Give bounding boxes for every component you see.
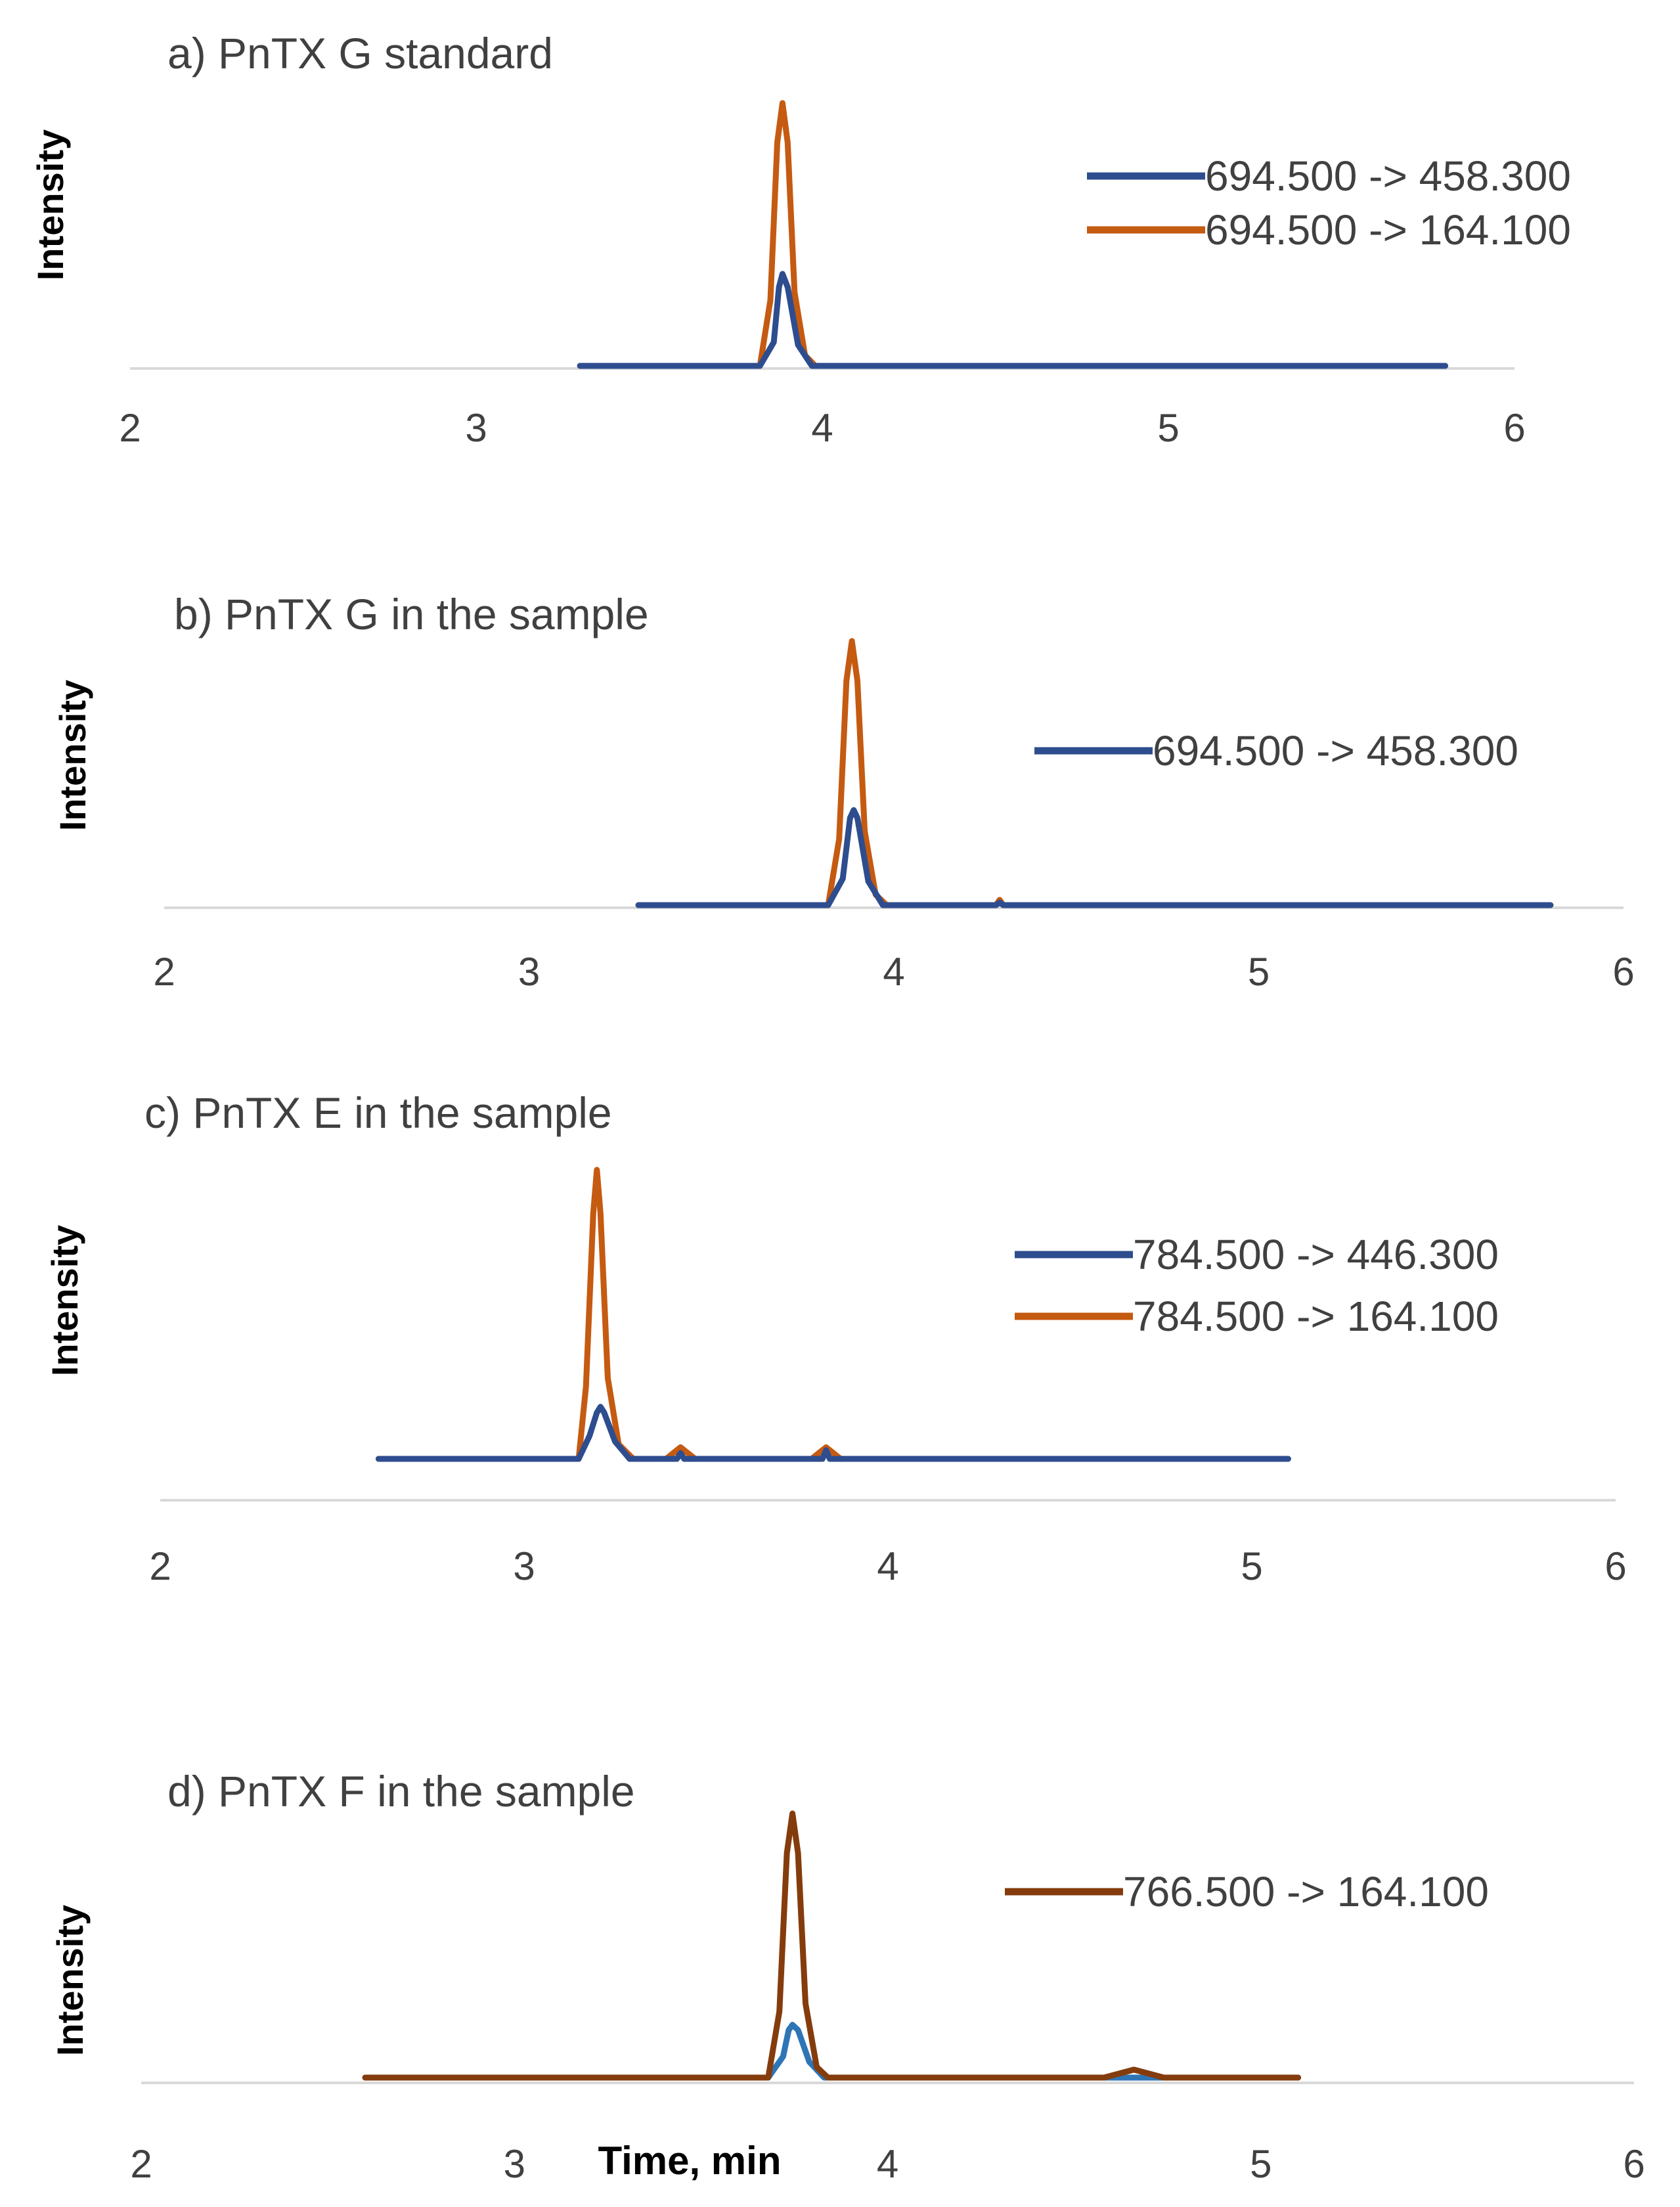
panel-a-x-tick-4: 4 xyxy=(811,406,833,450)
panel-d-x-ticks: 2 3 4 5 6 xyxy=(130,2142,1645,2186)
panel-d-series-line-1 xyxy=(362,1810,1302,2081)
panel-b-x-tick-4: 4 xyxy=(883,950,904,994)
panel-c-legend-label-2: 784.500 -> 164.100 xyxy=(1133,1293,1499,1340)
panel-d-legend-label-1: 766.500 -> 164.100 xyxy=(1123,1868,1489,1915)
panel-a-legend: 694.500 -> 458.300 694.500 -> 164.100 xyxy=(1087,152,1571,254)
panel-c-y-axis-label: Intensity xyxy=(44,1225,85,1376)
panel-c-x-ticks: 2 3 4 5 6 xyxy=(149,1544,1626,1588)
panel-a-x-tick-2: 2 xyxy=(119,406,141,450)
panel-d-legend: 766.500 -> 164.100 xyxy=(1005,1868,1489,1915)
panel-d-x-tick-5: 5 xyxy=(1250,2142,1271,2186)
panel-b-series-line-1 xyxy=(635,807,1554,908)
panel-b-x-tick-6: 6 xyxy=(1612,950,1634,994)
panel-a-x-tick-6: 6 xyxy=(1503,406,1525,450)
panel-c-x-tick-3: 3 xyxy=(513,1544,535,1588)
panel-b-y-axis-label: Intensity xyxy=(52,680,93,831)
panel-c-x-tick-5: 5 xyxy=(1241,1544,1262,1588)
panel-a-x-tick-3: 3 xyxy=(465,406,487,450)
panel-a-x-ticks: 2 3 4 5 6 xyxy=(119,406,1525,450)
panel-b-x-tick-2: 2 xyxy=(153,950,175,994)
panel-d-title: d) PnTX F in the sample xyxy=(167,1767,635,1816)
panel-d-series xyxy=(362,1810,1302,2081)
panel-b-series xyxy=(635,638,1554,908)
panel-a-legend-label-2: 694.500 -> 164.100 xyxy=(1205,206,1571,254)
panel-a-series xyxy=(577,100,1449,369)
panel-d-y-axis-label: Intensity xyxy=(49,1905,91,2056)
panel-b-x-tick-3: 3 xyxy=(518,950,540,994)
panel-b-x-ticks: 2 3 4 5 6 xyxy=(153,950,1634,994)
panel-a-series-line-1 xyxy=(577,271,1449,369)
panel-c-legend: 784.500 -> 446.300 784.500 -> 164.100 xyxy=(1015,1231,1499,1340)
panel-c-series-line-1 xyxy=(375,1404,1291,1462)
panel-d-x-tick-2: 2 xyxy=(130,2142,152,2186)
panel-a-legend-label-1: 694.500 -> 458.300 xyxy=(1205,152,1571,200)
panel-d-series-line-2 xyxy=(362,2022,1302,2081)
panel-c-title: c) PnTX E in the sample xyxy=(144,1088,612,1137)
panel-a-y-axis-label: Intensity xyxy=(30,129,71,280)
panel-c-x-tick-2: 2 xyxy=(149,1544,171,1588)
panel-b-legend-label-1: 694.500 -> 458.300 xyxy=(1153,727,1518,774)
panel-a-title: a) PnTX G standard xyxy=(167,29,553,78)
panel-a: a) PnTX G standard Intensity 2 3 4 5 6 694.5… xyxy=(30,29,1571,450)
panel-b-legend: 694.500 -> 458.300 xyxy=(1034,727,1518,774)
panel-d-x-tick-6: 6 xyxy=(1623,2142,1645,2186)
panel-b-title: b) PnTX G in the sample xyxy=(174,590,649,638)
panel-b-x-tick-5: 5 xyxy=(1248,950,1270,994)
panel-d-x-tick-4: 4 xyxy=(877,2142,898,2186)
panel-c-x-tick-6: 6 xyxy=(1604,1544,1626,1588)
panel-d-x-tick-3: 3 xyxy=(504,2142,525,2186)
panel-c-series xyxy=(375,1167,1291,1462)
panel-a-x-tick-5: 5 xyxy=(1157,406,1179,450)
panel-c-legend-label-1: 784.500 -> 446.300 xyxy=(1133,1231,1499,1278)
panel-c-x-tick-4: 4 xyxy=(877,1544,898,1588)
panel-d-x-axis-label: Time, min xyxy=(598,2139,782,2183)
